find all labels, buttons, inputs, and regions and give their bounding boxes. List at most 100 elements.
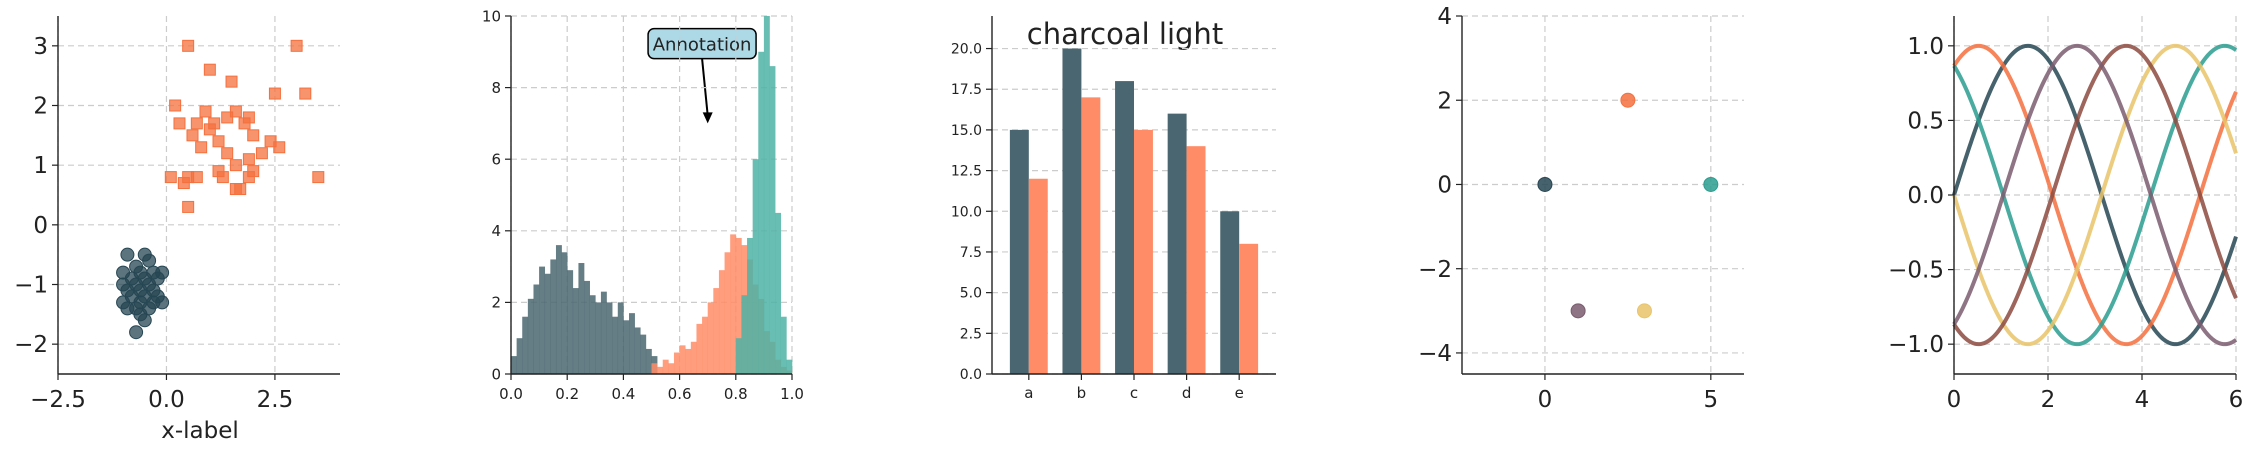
sine-series-line bbox=[1952, 43, 2238, 347]
histogram-bar bbox=[634, 327, 641, 374]
x-tick-label: 0.0 bbox=[148, 387, 185, 413]
y-tick-label: 4 bbox=[1437, 4, 1452, 30]
y-tick-label: 5.0 bbox=[960, 286, 982, 302]
scatter-point-square bbox=[268, 87, 281, 100]
histogram-bar bbox=[629, 313, 635, 374]
annotation-callout: Annotation bbox=[647, 27, 757, 124]
y-tick-label: 17.5 bbox=[951, 82, 982, 98]
y-tick-label: −1.0 bbox=[1888, 332, 1944, 358]
grouped-bar-panel: charcoal light 0.0 2.5 5.0 7.5 10.0 12.5 15.0 1… bbox=[951, 16, 1276, 402]
annotation-text: Annotation bbox=[653, 35, 752, 56]
scatter-point-square bbox=[225, 75, 238, 88]
histogram-bar bbox=[600, 291, 607, 374]
grouped-bar bbox=[1028, 178, 1048, 374]
y-tick-label: 0 bbox=[1437, 173, 1452, 199]
scatter-point-square bbox=[312, 171, 325, 184]
y-tick-label: 15.0 bbox=[951, 123, 982, 139]
data-point bbox=[1703, 176, 1719, 192]
data-point bbox=[1620, 92, 1636, 108]
x-tick-label: 0.0 bbox=[499, 385, 523, 403]
scatter-point-square bbox=[186, 129, 199, 142]
data-point bbox=[1570, 303, 1586, 319]
histogram-bar bbox=[589, 295, 596, 374]
histogram-bar bbox=[763, 16, 770, 374]
histogram-bar bbox=[718, 270, 725, 374]
histogram-bar bbox=[584, 280, 590, 374]
scatter-point-square bbox=[238, 117, 251, 130]
scatter-point-square bbox=[242, 153, 255, 166]
y-tick-label: 12.5 bbox=[951, 164, 982, 180]
scatter-point-square bbox=[182, 39, 195, 52]
histogram-bar bbox=[769, 66, 776, 375]
x-tick-label: 0 bbox=[1947, 387, 1962, 413]
scatter-point-circle bbox=[155, 295, 170, 310]
y-tick-label: 8 bbox=[491, 79, 501, 97]
histogram-bar bbox=[612, 316, 619, 374]
grouped-bar bbox=[1186, 146, 1206, 374]
histogram-bar bbox=[511, 356, 517, 374]
y-tick-label: 0.0 bbox=[1907, 183, 1944, 209]
x-tick-label: e bbox=[1235, 384, 1244, 402]
scatter-point-square bbox=[234, 183, 247, 196]
x-tick-label: −2.5 bbox=[30, 387, 86, 413]
scatter-point-square bbox=[195, 141, 208, 154]
scatter-point-square bbox=[242, 171, 255, 184]
y-tick-label: 10.0 bbox=[951, 204, 982, 220]
annotation-arrowhead bbox=[702, 112, 713, 124]
x-tick-label: 6 bbox=[2229, 387, 2244, 413]
histogram-bar bbox=[696, 323, 703, 374]
x-tick-label: 1.0 bbox=[780, 385, 804, 403]
scatter-point-square bbox=[208, 117, 221, 130]
histogram-bar bbox=[668, 363, 675, 374]
histogram-bar bbox=[735, 338, 742, 374]
histogram-bar bbox=[758, 51, 765, 375]
histogram-bar bbox=[544, 273, 551, 374]
y-tick-label: −2 bbox=[1418, 257, 1452, 283]
x-tick-label: 4 bbox=[2135, 387, 2150, 413]
grouped-bar bbox=[1081, 97, 1101, 374]
scatter-point-square bbox=[247, 129, 260, 142]
histogram-bar bbox=[651, 363, 658, 374]
histogram-bar bbox=[775, 212, 782, 374]
x-tick-label: 0 bbox=[1538, 387, 1553, 413]
y-tick-label: 6 bbox=[491, 150, 501, 168]
sine-series-line bbox=[1952, 43, 2238, 347]
histogram-bar bbox=[713, 288, 720, 374]
histogram-bar bbox=[550, 259, 557, 374]
grouped-bar bbox=[1239, 243, 1259, 374]
y-tick-label: 4 bbox=[491, 222, 501, 240]
x-tick-label: 0.6 bbox=[668, 385, 692, 403]
histogram-bar bbox=[606, 302, 613, 374]
scatter-point-square bbox=[182, 200, 195, 213]
histogram-bar bbox=[578, 263, 585, 374]
histogram-bar bbox=[645, 348, 652, 374]
grouped-bar bbox=[1009, 129, 1029, 374]
y-tick-label: 1.0 bbox=[1907, 34, 1944, 60]
colored-points-panel: −4 −2 0 2 4 0 5 bbox=[1418, 4, 1744, 413]
y-tick-label: −2 bbox=[14, 332, 48, 358]
y-tick-label: 2 bbox=[1437, 88, 1452, 114]
histogram-bar bbox=[561, 252, 568, 374]
histogram-bar bbox=[690, 341, 697, 374]
y-tick-label: −4 bbox=[1418, 341, 1452, 367]
scatter-point-circle bbox=[120, 247, 135, 262]
x-tick-label: d bbox=[1182, 384, 1192, 402]
scatter-point-square bbox=[169, 99, 182, 112]
x-tick-label: 5 bbox=[1704, 387, 1719, 413]
scatter-point-square bbox=[190, 171, 203, 184]
scatter-point-square bbox=[221, 147, 234, 160]
histogram-bar bbox=[662, 359, 669, 374]
scatter-point-circle bbox=[129, 325, 144, 340]
grouped-bar bbox=[1062, 48, 1082, 374]
y-tick-label: 2 bbox=[33, 94, 48, 120]
grouped-bar bbox=[1167, 113, 1187, 375]
x-tick-label: c bbox=[1130, 384, 1138, 402]
x-tick-label: 2.5 bbox=[257, 387, 294, 413]
histogram-panel: Annotation 0 2 4 6 8 10 0.0 0.2 0.4 0.6 0.8 1.0 bbox=[482, 7, 804, 403]
histogram-bar bbox=[567, 270, 574, 374]
sine-series-line bbox=[1952, 43, 2238, 347]
y-tick-label: 0.5 bbox=[1907, 108, 1944, 134]
scatter-point-square bbox=[190, 117, 203, 130]
histogram-bar bbox=[555, 245, 562, 374]
